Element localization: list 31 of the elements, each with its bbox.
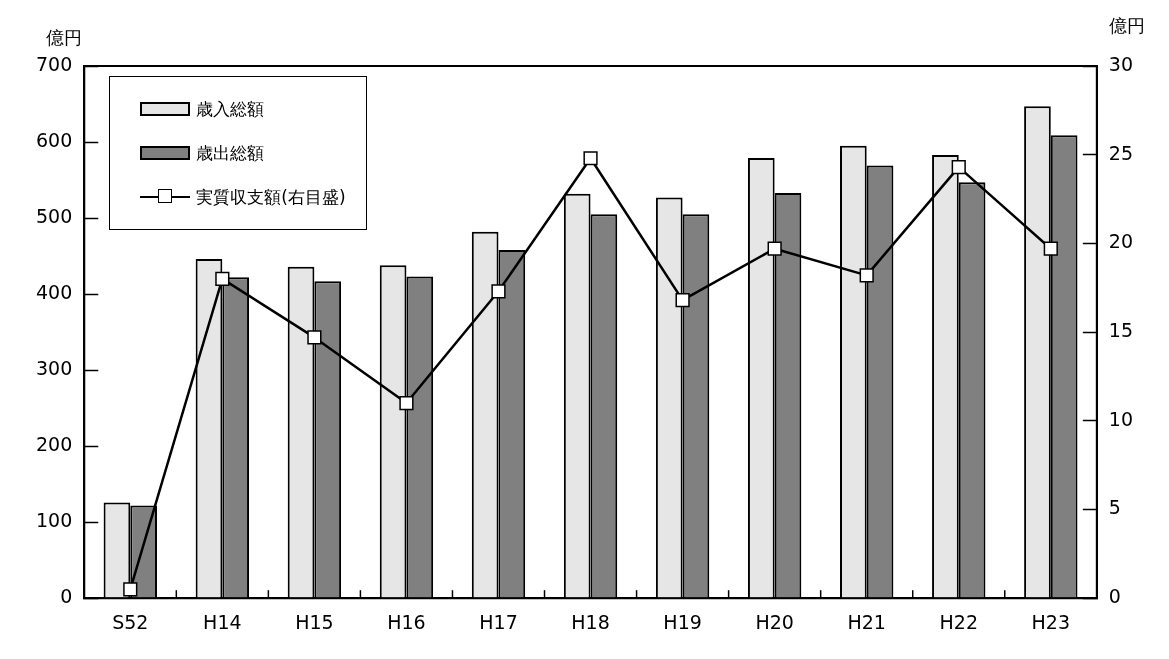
y-tick-label: 400 — [36, 281, 73, 304]
y-tick-label: 500 — [36, 204, 73, 227]
y2-tick-label: 0 — [1108, 585, 1121, 608]
x-tick-label: H20 — [755, 610, 794, 633]
x-tick-label: H21 — [847, 610, 886, 633]
x-tick-label: S52 — [112, 610, 149, 633]
x-tick-label: H15 — [295, 610, 334, 633]
y-tick-label: 100 — [36, 509, 73, 532]
y-tick-label: 200 — [36, 433, 73, 456]
x-tick-label: H19 — [663, 610, 702, 633]
x-tick-label: H23 — [1031, 610, 1071, 633]
x-tick-label: H14 — [203, 610, 242, 633]
y2-tick-label: 5 — [1108, 496, 1121, 519]
y2-tick-label: 30 — [1108, 52, 1134, 75]
y-tick-label: 600 — [36, 128, 73, 151]
x-tick-label: H18 — [571, 610, 610, 633]
y2-tick-label: 20 — [1108, 230, 1134, 253]
legend-label: 歳出総額 — [196, 141, 265, 165]
legend-label: 歳入総額 — [196, 97, 265, 121]
legend-label: 実質収支額(右目盛) — [196, 185, 346, 209]
y-tick-label: 0 — [60, 585, 73, 608]
y-axis-title: 億円 — [46, 26, 83, 48]
x-tick-label: H17 — [479, 610, 518, 633]
y2-tick-label: 15 — [1108, 319, 1134, 342]
y-tick-label: 300 — [36, 357, 73, 380]
y2-axis-title: 億円 — [1108, 14, 1145, 36]
x-tick-label: H22 — [939, 610, 978, 633]
y-tick-label: 700 — [36, 52, 73, 75]
y2-tick-label: 25 — [1108, 141, 1134, 164]
x-tick-label: H16 — [387, 610, 426, 633]
y2-tick-label: 10 — [1108, 407, 1134, 430]
